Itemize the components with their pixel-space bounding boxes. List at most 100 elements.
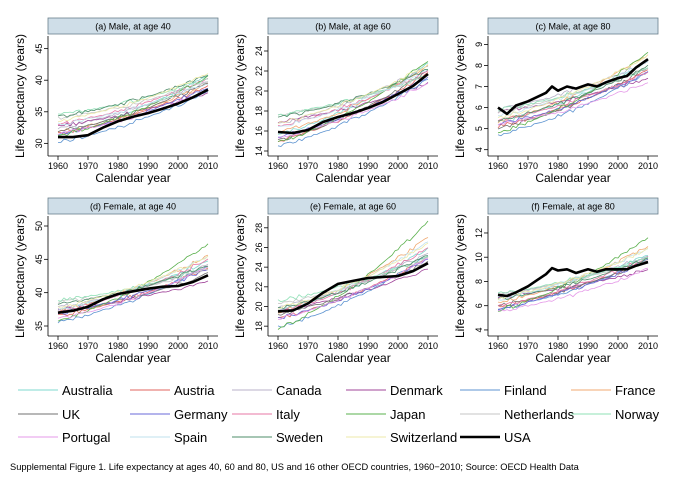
series-line-denmark: [497, 269, 649, 299]
y-tick-label: 28: [254, 223, 264, 233]
panel-title: (b) Male, at age 60: [315, 22, 391, 32]
legend-label: Canada: [276, 383, 322, 398]
chart-panel-6: (f) Female, at age 80 4 6 8 10 12 1960 1970 1980…: [453, 197, 659, 365]
x-tick-label: 2000: [608, 161, 628, 171]
y-tick-label: 35: [34, 107, 44, 117]
series-line-finland: [57, 266, 209, 324]
x-tick-label: 2010: [198, 341, 218, 351]
series-line-japan: [497, 51, 649, 134]
series-line-usa: [497, 260, 649, 298]
plot-area: [488, 216, 658, 336]
y-axis-label: Life expectancy (years): [233, 34, 247, 158]
y-axis-label: Life expectancy (years): [453, 214, 467, 338]
legend-item-spain: Spain: [130, 430, 207, 445]
plot-area: [48, 216, 218, 336]
y-tick-label: 20: [254, 86, 264, 96]
y-tick-label: 22: [254, 282, 264, 292]
x-tick-label: 1980: [108, 341, 128, 351]
y-axis-label: Life expectancy (years): [233, 214, 247, 338]
x-tick-label: 1960: [48, 161, 68, 171]
x-tick-label: 1990: [578, 341, 598, 351]
series-line-spain: [277, 68, 429, 127]
y-tick-label: 45: [34, 44, 44, 54]
legend-item-italy: Italy: [232, 407, 300, 422]
legend-item-netherlands: Netherlands: [460, 407, 575, 422]
x-axis-label: Calendar year: [315, 351, 390, 365]
legend-item-denmark: Denmark: [346, 383, 443, 398]
series-line-portugal: [57, 90, 209, 136]
legend-item-usa: USA: [460, 430, 531, 445]
legend-item-austria: Austria: [130, 383, 215, 398]
series-line-norway: [57, 78, 208, 115]
y-axis-label: Life expectancy (years): [13, 214, 27, 338]
y-tick-label: 9: [474, 42, 484, 47]
legend-item-portugal: Portugal: [18, 430, 111, 445]
legend-item-finland: Finland: [460, 383, 547, 398]
chart-panel-1: (a) Male, at age 40 30 35 40 45 1960 1970 1980 1…: [13, 17, 219, 185]
x-axis-label: Calendar year: [315, 171, 390, 185]
x-axis-label: Calendar year: [535, 351, 610, 365]
x-tick-label: 1980: [328, 161, 348, 171]
y-axis-label: Life expectancy (years): [453, 34, 467, 158]
series-line-portugal: [497, 267, 649, 312]
y-tick-label: 5: [474, 126, 484, 131]
legend-label: Norway: [615, 407, 660, 422]
x-axis-label: Calendar year: [95, 171, 170, 185]
legend-label: USA: [504, 430, 531, 445]
x-axis-label: Calendar year: [535, 171, 610, 185]
x-tick-label: 2010: [198, 161, 218, 171]
y-tick-label: 30: [34, 138, 44, 148]
y-tick-label: 35: [34, 321, 44, 331]
series-line-switzerland: [57, 73, 209, 122]
x-tick-label: 1990: [358, 161, 378, 171]
series-line-sweden: [277, 69, 429, 118]
x-tick-label: 1970: [518, 161, 538, 171]
series-line-usa: [277, 262, 429, 313]
y-tick-label: 24: [254, 262, 264, 272]
x-tick-label: 1980: [328, 341, 348, 351]
y-tick-label: 6: [474, 303, 484, 308]
x-tick-label: 1960: [488, 161, 508, 171]
x-tick-label: 2000: [168, 161, 188, 171]
series-line-usa: [58, 88, 209, 139]
series-line-usa: [57, 274, 209, 314]
series-line-spain: [57, 83, 209, 125]
series-line-japan: [57, 75, 209, 137]
y-tick-label: 7: [474, 84, 484, 89]
series-line-japan: [277, 61, 429, 143]
x-tick-label: 1990: [138, 341, 158, 351]
y-tick-label: 45: [34, 254, 44, 264]
legend-item-france: France: [571, 383, 655, 398]
legend-label: Japan: [390, 407, 425, 422]
y-tick-label: 6: [474, 105, 484, 110]
y-tick-label: 14: [254, 146, 264, 156]
series-line-finland: [57, 90, 209, 143]
panel-title: (a) Male, at age 40: [95, 22, 171, 32]
series-line-sweden: [57, 75, 209, 118]
y-tick-label: 4: [474, 147, 484, 152]
series-line-switzerland: [497, 247, 649, 301]
y-tick-label: 24: [254, 46, 264, 56]
legend-item-norway: Norway: [571, 407, 660, 422]
y-tick-label: 22: [254, 66, 264, 76]
y-tick-label: 40: [34, 75, 44, 85]
chart-panel-5: (e) Female, at age 60 18 20 22 24 26 28 1960 197…: [233, 197, 439, 365]
panel-title: (e) Female, at age 60: [310, 202, 396, 212]
x-tick-label: 1980: [108, 161, 128, 171]
legend-label: Denmark: [390, 383, 443, 398]
x-tick-label: 1970: [78, 161, 98, 171]
panel-title-strip: [267, 17, 439, 35]
x-tick-label: 1970: [518, 341, 538, 351]
series-line-norway: [57, 266, 209, 302]
y-tick-label: 10: [474, 252, 484, 262]
series-line-denmark: [57, 280, 209, 312]
legend-label: Finland: [504, 383, 547, 398]
x-tick-label: 1990: [138, 161, 158, 171]
x-tick-label: 1960: [268, 161, 288, 171]
y-tick-label: 12: [474, 228, 484, 238]
x-tick-label: 1980: [548, 341, 568, 351]
x-tick-label: 1970: [298, 341, 318, 351]
panel-title: (d) Female, at age 40: [90, 202, 176, 212]
